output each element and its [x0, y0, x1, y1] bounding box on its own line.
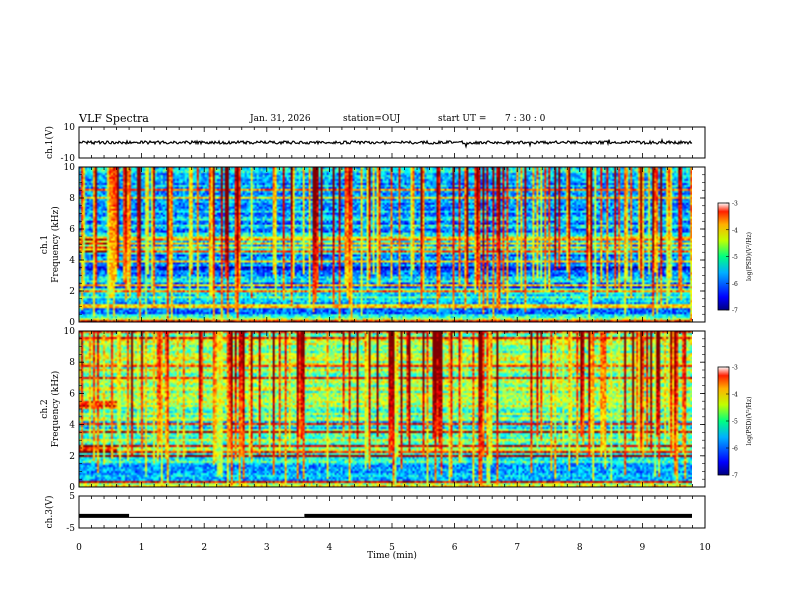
ch1-spectrogram-cb-tick-label: -6	[732, 281, 738, 288]
ch1-waveform-ylabel: ch.1(V)	[44, 126, 55, 159]
x-tick-label: 8	[577, 543, 583, 553]
x-tick-label: 10	[699, 543, 711, 553]
x-tick-label: 0	[76, 543, 82, 553]
ch1-spectrogram-cb-tick-label: -3	[732, 201, 738, 208]
x-tick-label: 2	[201, 543, 207, 553]
station-label: station=OUJ	[343, 114, 401, 124]
x-tick-label: 3	[264, 543, 270, 553]
ch2-spectrogram-ylabel2: Frequency (kHz)	[50, 371, 61, 448]
x-tick-label: 4	[327, 543, 333, 553]
ch2-spectrogram-cb-tick-label: -3	[732, 365, 738, 372]
figure-title: VLF Spectra	[79, 112, 149, 125]
x-tick-label: 6	[452, 543, 458, 553]
ch1-spectrogram-ytick-label: 4	[69, 256, 75, 266]
start-ut-value: 7 : 30 : 0	[505, 114, 546, 124]
ch2-spectrogram-ylabel: ch.2	[40, 399, 50, 418]
ch1-waveform-ytick-label: -10	[61, 154, 76, 164]
ch2-spectrogram-ytick-label: 6	[69, 389, 75, 399]
start-ut-label: start UT =	[438, 114, 487, 124]
ch1-waveform-ytick-label: 10	[64, 123, 76, 133]
ch3-waveform-ytick-label: -5	[66, 524, 75, 534]
ch1-spectrogram-cb-tick-label: -4	[732, 227, 738, 234]
ch2-spectrogram-cb-tick-label: -7	[732, 473, 738, 480]
ch1-spectrogram-ytick-label: 10	[64, 163, 76, 173]
ch2-spectrogram-ytick-label: 8	[69, 358, 75, 368]
ch1-spectrogram-cb-tick-label: -7	[732, 308, 738, 315]
x-axis-label: Time (min)	[367, 550, 417, 561]
ch1-spectrogram-cb-label: log(PSD)(V²/Hz)	[746, 232, 753, 281]
ch1-spectrogram-ytick-label: 2	[69, 287, 75, 297]
ch2-spectrogram-image	[79, 331, 692, 487]
ch2-spectrogram-cb-tick-label: -6	[732, 446, 738, 453]
date-label: Jan. 31, 2026	[250, 114, 311, 124]
ch1-spectrogram-image	[79, 167, 692, 322]
x-tick-label: 1	[139, 543, 145, 553]
ch2-spectrogram-cb-tick-label: -4	[732, 392, 738, 399]
ch1-spectrogram-ytick-label: 6	[69, 225, 75, 235]
ch1-spectrogram-ylabel: ch.1	[40, 235, 50, 254]
ch1-spectrogram-ylabel2: Frequency (kHz)	[50, 206, 61, 283]
x-tick-label: 5	[389, 543, 395, 553]
x-tick-label: 9	[640, 543, 646, 553]
ch1-waveform-trace	[78, 137, 693, 149]
ch1-spectrogram-cb-tick-label: -5	[732, 254, 738, 261]
ch2-spectrogram-ytick-label: 10	[64, 327, 76, 337]
ch2-spectrogram-ytick-label: 4	[69, 421, 75, 431]
ch1-spectrogram-ytick-label: 0	[69, 318, 75, 328]
ch2-spectrogram-cb-tick-label: -5	[732, 419, 738, 426]
ch3-waveform-ylabel: ch.3(V)	[44, 496, 55, 529]
ch2-spectrogram-ytick-label: 2	[69, 452, 75, 462]
ch2-spectrogram-ytick-label: 0	[69, 483, 75, 493]
x-tick-label: 7	[514, 543, 520, 553]
ch2-spectrogram-cb-label: log(PSD)(V²/Hz)	[746, 397, 753, 446]
ch1-spectrogram-ytick-label: 8	[69, 194, 75, 204]
ch3-waveform-ytick-label: 5	[69, 492, 75, 502]
